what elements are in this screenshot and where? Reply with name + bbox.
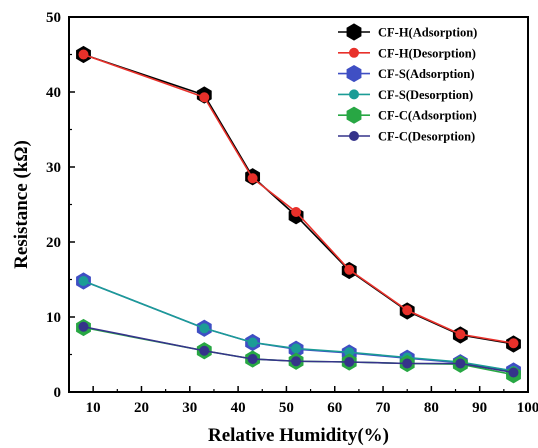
legend-marker (349, 89, 359, 100)
x-tick-label: 90 (472, 400, 487, 416)
data-point (344, 347, 355, 358)
y-tick-label: 0 (54, 385, 62, 401)
series-6 (78, 321, 519, 378)
legend-marker (346, 106, 362, 124)
data-point (402, 358, 413, 369)
data-point (78, 276, 89, 286)
data-point (344, 264, 355, 275)
data-point (344, 357, 355, 367)
y-tick-label: 10 (46, 310, 61, 326)
series-2 (78, 49, 519, 349)
x-tick-label: 80 (424, 400, 439, 416)
data-point (455, 329, 466, 340)
plot-frame (68, 16, 529, 393)
x-tick-label: 20 (134, 400, 149, 416)
x-tick-labels: 10 20 30 40 50 60 70 80 90 100 (86, 400, 538, 416)
data-point (291, 207, 302, 217)
legend-label: CF-S(Desorption) (378, 88, 473, 102)
data-point (78, 49, 89, 60)
legend-marker (349, 131, 359, 141)
legend-entry: CF-H(Adsorption) (338, 23, 477, 41)
y-tick-label: 40 (46, 85, 61, 101)
legend-entry: CF-H(Desorption) (338, 46, 476, 60)
series-line (83, 53, 514, 345)
legend-label: CF-C(Adsorption) (378, 109, 477, 123)
legend-marker (349, 47, 359, 58)
x-tick-label: 100 (517, 400, 538, 416)
legend-label: CF-H(Desorption) (378, 46, 476, 60)
legend-label: CF-H(Adsorption) (378, 26, 477, 40)
data-point (247, 337, 258, 348)
data-point (402, 305, 413, 316)
data-point (508, 338, 519, 349)
plot-series (76, 45, 521, 384)
series-line (83, 280, 514, 372)
data-point (455, 358, 466, 369)
x-tick-label: 30 (182, 400, 197, 416)
legend-label: CF-S(Adsorption) (378, 67, 475, 81)
data-point (199, 323, 210, 334)
data-point (508, 367, 519, 378)
data-point (199, 92, 210, 103)
x-tick-label: 70 (376, 400, 391, 416)
legend-entry: CF-S(Adsorption) (338, 65, 475, 83)
x-tick-label: 40 (231, 400, 246, 416)
data-point (247, 173, 258, 184)
data-point (291, 356, 302, 367)
y-tick-label: 50 (46, 10, 61, 26)
legend-entry: CF-C(Desorption) (338, 130, 475, 144)
data-point (247, 354, 258, 364)
legend-marker (346, 23, 362, 41)
x-tick-label: 60 (327, 400, 342, 416)
x-axis-title: Relative Humidity(%) (208, 425, 389, 446)
y-axis-title: Resistance (kΩ) (11, 140, 32, 269)
y-tick-label: 20 (46, 235, 61, 251)
legend-entry: CF-S(Desorption) (338, 88, 473, 102)
x-tick-label: 50 (279, 400, 294, 416)
data-point (199, 345, 210, 356)
y-tick-label: 30 (46, 160, 61, 176)
series-line (83, 325, 514, 374)
legend-entry: CF-C(Adsorption) (338, 106, 477, 124)
legend-label: CF-C(Desorption) (378, 130, 475, 144)
legend-marker (346, 65, 362, 83)
legend: CF-H(Adsorption) CF-H(Desorption) CF-S(Ads… (338, 23, 477, 144)
y-tick-labels: 0 10 20 30 40 50 (46, 10, 61, 401)
data-point (78, 321, 89, 332)
x-tick-label: 10 (86, 400, 101, 416)
data-point (291, 343, 302, 354)
